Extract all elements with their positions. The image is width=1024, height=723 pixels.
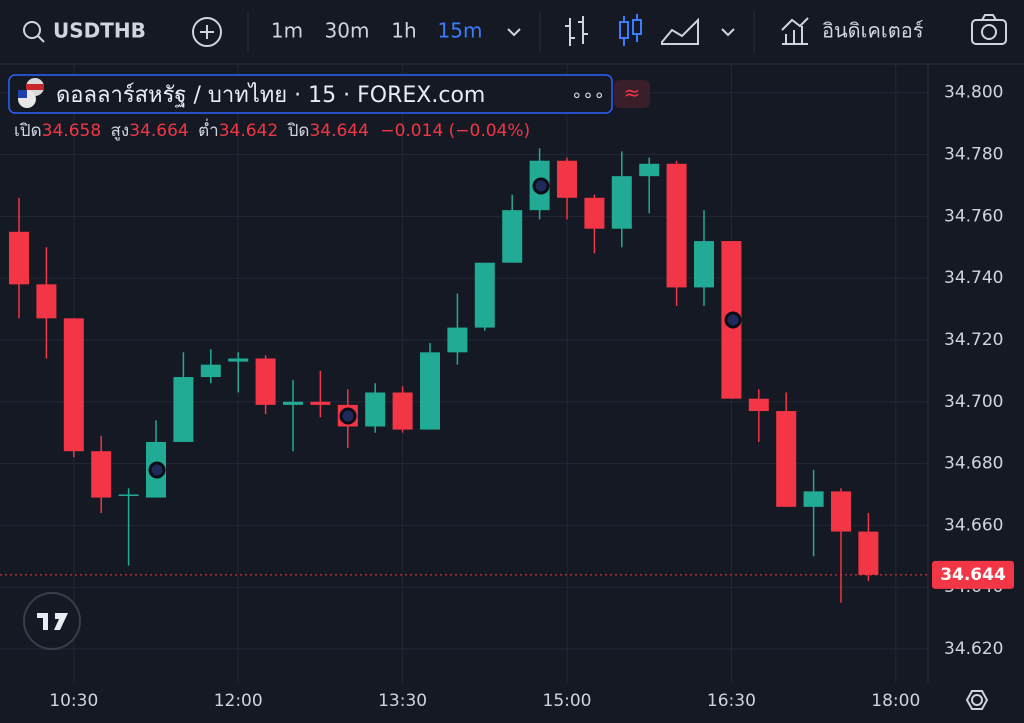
y-tick-label: 34.680 [944,454,1003,474]
symbol-legend-box[interactable] [8,74,613,114]
event-marker[interactable] [724,311,742,329]
indicators-label[interactable]: อินดิเคเตอร์ [822,19,924,43]
close-value: 34.644 [309,121,368,141]
candle-body [91,451,112,498]
candle-body [118,494,139,496]
last-price-label: 34.644 [940,565,1006,585]
interval-button[interactable]: 30m [325,19,370,43]
interval-button-active[interactable]: 15m [438,19,483,43]
open-label: เปิด [14,121,42,141]
alert-badge[interactable] [614,80,650,108]
candle-body [420,352,440,430]
symbol-title: ดอลลาร์สหรัฐ / บาทไทย · 15 · FOREX.com [56,82,485,108]
y-tick-label: 34.740 [944,268,1003,288]
candle-body [776,411,797,507]
x-tick-label: 10:30 [49,691,98,711]
candle-body [666,163,687,288]
candle-body [365,392,386,427]
candle-style-button[interactable] [619,14,642,46]
candle-body [502,210,523,263]
more-button[interactable]: ∘∘∘ [571,85,605,106]
bar-style-button[interactable] [565,16,588,46]
candle-body [392,392,413,430]
x-tick-label: 16:30 [707,691,756,711]
alert-icon[interactable]: ≈ [624,81,641,105]
candle-body [310,401,331,405]
candle-body [803,491,824,507]
x-tick-label: 12:00 [214,691,263,711]
legend: ดอลลาร์สหรัฐ / บาทไทย · 15 · FOREX.com ∘… [8,74,650,141]
event-marker[interactable] [339,407,357,425]
low-value: 34.642 [219,121,278,141]
event-markers [148,177,742,479]
y-tick-label: 34.800 [944,83,1003,103]
x-tick-label: 13:30 [378,691,427,711]
candle-body [474,262,495,328]
high-label: สูง [111,121,130,141]
interval-button[interactable]: 1h [391,19,416,43]
candle-body [611,176,632,229]
candle-body [858,531,879,575]
event-marker[interactable] [532,177,550,195]
price-overlay: 34.62034.64034.66034.68034.70034.72034.7… [0,83,1014,711]
open-value: 34.658 [42,121,101,141]
interval-button[interactable]: 1m [271,19,303,43]
candle-body [228,358,249,362]
symbol[interactable]: USDTHB [53,19,146,43]
candle-body [255,358,276,405]
tv-logo[interactable] [23,592,81,650]
y-tick-label: 34.780 [944,145,1003,165]
high-value: 34.664 [129,121,188,141]
candle-body [694,241,714,288]
candle-body [831,491,851,532]
low-label: ต่ำ [198,118,219,141]
candle-body [748,398,769,412]
candle-body [63,318,84,452]
y-tick-label: 34.660 [944,515,1003,535]
search-button[interactable]: USDTHB [23,19,146,43]
indicators-button[interactable]: อินดิเคเตอร์ [781,17,924,45]
x-tick-label: 18:00 [871,691,920,711]
candle-body [639,163,660,177]
interval-dropdown[interactable] [507,28,521,37]
snapshot-button[interactable] [971,14,1007,45]
flag-stripe [26,84,44,90]
close-label: ปิด [287,121,310,141]
candle-body [9,231,29,285]
y-tick-label: 34.720 [944,330,1003,350]
last-price-badge [932,560,1014,589]
toolbar: USDTHB 1m 30m 1h 15m อินดิเคเตอร์ [0,0,1024,65]
candle-body [557,160,577,198]
flag-canton [18,90,27,98]
change-value: −0.014 (−0.04%) [380,121,530,141]
y-tick-label: 34.700 [944,392,1003,412]
x-tick-label: 15:00 [543,691,592,711]
y-tick-label: 34.760 [944,206,1003,226]
candle-body [36,284,57,319]
area-style-button[interactable] [661,17,699,45]
candle-body [283,401,303,405]
candle-body [173,377,194,442]
candle-body [447,327,468,353]
event-marker[interactable] [148,461,166,479]
candle-body [200,364,221,378]
add-symbol-button[interactable] [192,17,222,47]
y-tick-label: 34.620 [944,639,1003,659]
ohlc-row: เปิด34.658 สูง34.664 ต่ำ34.642 ปิด34.644… [14,118,530,141]
settings-button[interactable] [965,690,989,710]
chart-style-dropdown[interactable] [721,28,735,37]
candle-body [584,197,605,229]
